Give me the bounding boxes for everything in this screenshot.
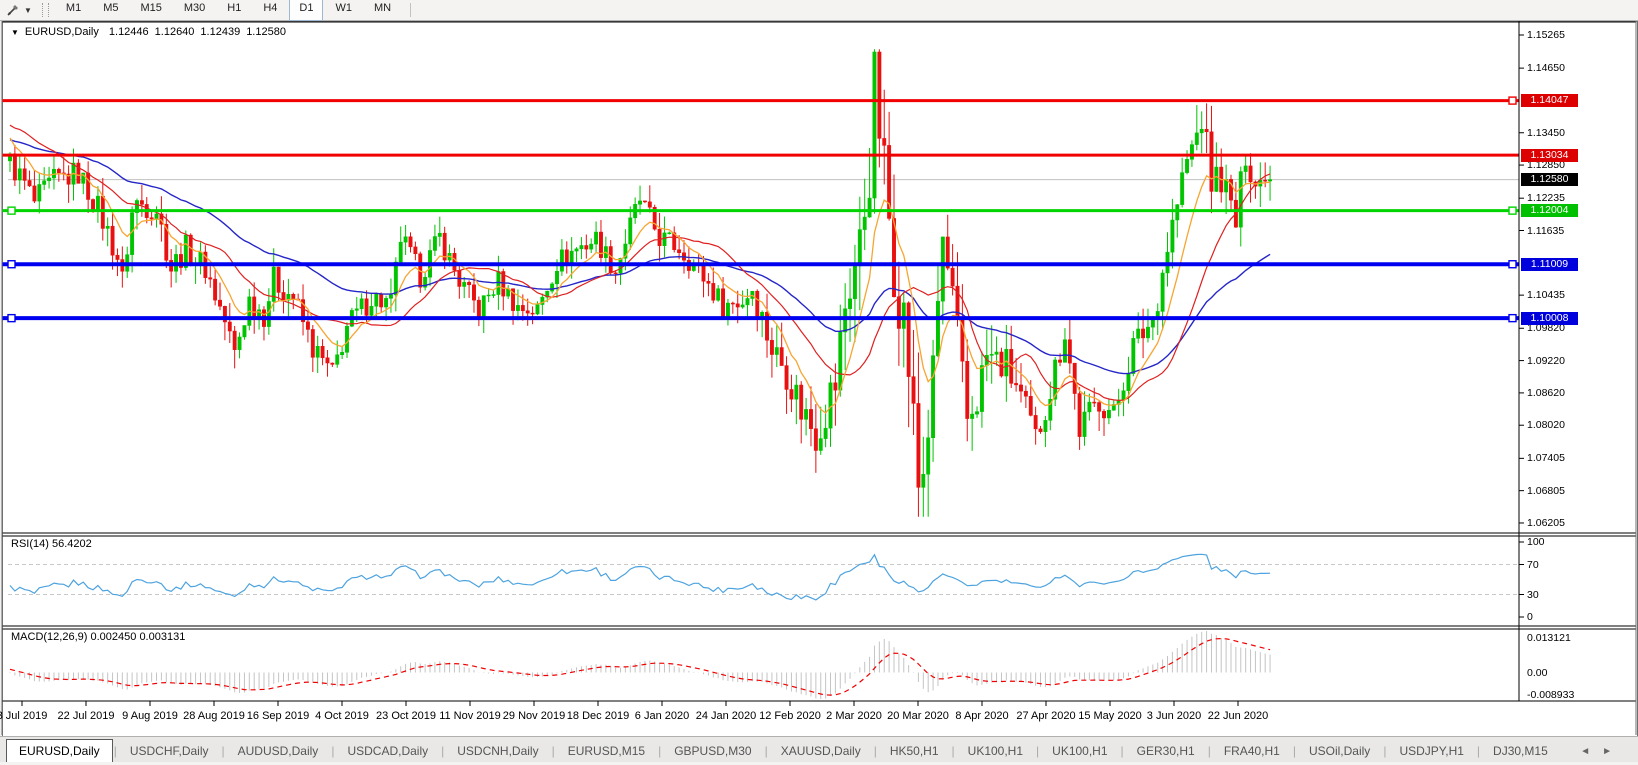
- candles[interactable]: [8, 49, 1273, 517]
- moving-average: [9, 137, 1271, 414]
- macd-indicator: [9, 631, 1271, 699]
- tab-separator: |: [1383, 744, 1387, 758]
- timeframe-buttons: M1 M5 M15 M30 H1 H4 D1 W1 MN: [55, 0, 402, 21]
- chart-symbol-label: EURUSD,Daily: [24, 26, 99, 38]
- timeframe-button-mn[interactable]: MN: [373, 2, 392, 14]
- toolbar: ▼ M1 M5 M15 M30 H1 H4 D1 W1 MN: [0, 0, 1638, 21]
- tab-separator: |: [1036, 744, 1040, 758]
- title-collapse-icon[interactable]: ▼: [11, 27, 19, 37]
- timeframe-button-m1[interactable]: M1: [65, 2, 82, 14]
- tab-separator: |: [764, 744, 768, 758]
- timeframe-button-w1[interactable]: W1: [335, 2, 352, 14]
- tab-gbpusd-m30[interactable]: GBPUSD,M30: [674, 744, 752, 758]
- timeframe-button-m15[interactable]: M15: [140, 2, 162, 14]
- tab-uk100-h1[interactable]: UK100,H1: [967, 744, 1024, 758]
- tab-separator: |: [1207, 744, 1211, 758]
- tab-hk50-h1[interactable]: HK50,H1: [889, 744, 939, 758]
- chart-window: ▼ EURUSD,Daily 1.12446 1.12640 1.12439 1…: [2, 21, 1638, 737]
- chart-title: ▼ EURUSD,Daily 1.12446 1.12640 1.12439 1…: [11, 26, 286, 38]
- tab-eurusd-daily[interactable]: EURUSD,Daily: [6, 739, 113, 763]
- tab-separator: |: [873, 744, 877, 758]
- toolbar-separator: [410, 3, 412, 17]
- tab-usdchf-daily[interactable]: USDCHF,Daily: [129, 744, 209, 758]
- tab-scroll-arrows[interactable]: ◄►: [1580, 746, 1624, 757]
- tab-separator: |: [331, 744, 335, 758]
- tab-uk100-h1[interactable]: UK100,H1: [1052, 744, 1108, 758]
- tab-separator: |: [1476, 744, 1481, 758]
- tab-usdjpy-h1[interactable]: USDJPY,H1: [1399, 744, 1464, 758]
- tab-separator: |: [658, 744, 662, 758]
- timeframe-button-d1[interactable]: D1: [289, 0, 324, 21]
- tab-usoil-daily[interactable]: USOil,Daily: [1308, 744, 1371, 758]
- tab-separator: |: [551, 744, 555, 758]
- toolbar-grip: [41, 3, 49, 17]
- ohlc-open: 1.12446: [108, 26, 149, 38]
- tab-separator: |: [113, 744, 117, 758]
- ohlc-high: 1.12640: [154, 26, 195, 38]
- timeframe-button-h1[interactable]: H1: [227, 2, 242, 14]
- rsi-label: RSI(14) 56.4202: [11, 538, 92, 550]
- tool-dropdown-arrow-icon[interactable]: ▼: [24, 5, 32, 15]
- ohlc-low: 1.12439: [200, 26, 241, 38]
- timeframe-button-h4[interactable]: H4: [263, 2, 278, 14]
- timeframe-button-m30[interactable]: M30: [183, 2, 206, 14]
- tab-separator: |: [1292, 744, 1296, 758]
- bottom-strip: [0, 762, 1638, 765]
- symbol-tab-bar: EURUSD,Daily | USDCHF,Daily | AUDUSD,Daily | U…: [0, 736, 1638, 763]
- panel-borders: [1, 21, 1637, 735]
- tab-usdcad-daily[interactable]: USDCAD,Daily: [347, 744, 429, 758]
- ohlc-close: 1.12580: [246, 26, 286, 38]
- tab-separator: |: [441, 744, 445, 758]
- tab-xauusd-daily[interactable]: XAUUSD,Daily: [780, 744, 861, 758]
- tab-separator: |: [221, 744, 225, 758]
- macd-label: MACD(12,26,9) 0.002450 0.003131: [11, 631, 186, 643]
- tab-dj30-m15[interactable]: DJ30,M15: [1493, 744, 1548, 758]
- cursor-draw-tool-icon[interactable]: [3, 2, 23, 18]
- horizontal-line-objects[interactable]: [2, 96, 1519, 323]
- tab-fra40-h1[interactable]: FRA40,H1: [1223, 744, 1280, 758]
- tab-audusd-daily[interactable]: AUDUSD,Daily: [237, 744, 319, 758]
- timeframe-button-m5[interactable]: M5: [103, 2, 119, 14]
- tab-separator: |: [1120, 744, 1124, 758]
- tab-ger30-h1[interactable]: GER30,H1: [1136, 744, 1195, 758]
- tab-usdcnh-daily[interactable]: USDCNH,Daily: [457, 744, 539, 758]
- tab-separator: |: [951, 744, 955, 758]
- rsi-indicator: [8, 553, 1519, 601]
- tab-eurusd-m15[interactable]: EURUSD,M15: [567, 744, 646, 758]
